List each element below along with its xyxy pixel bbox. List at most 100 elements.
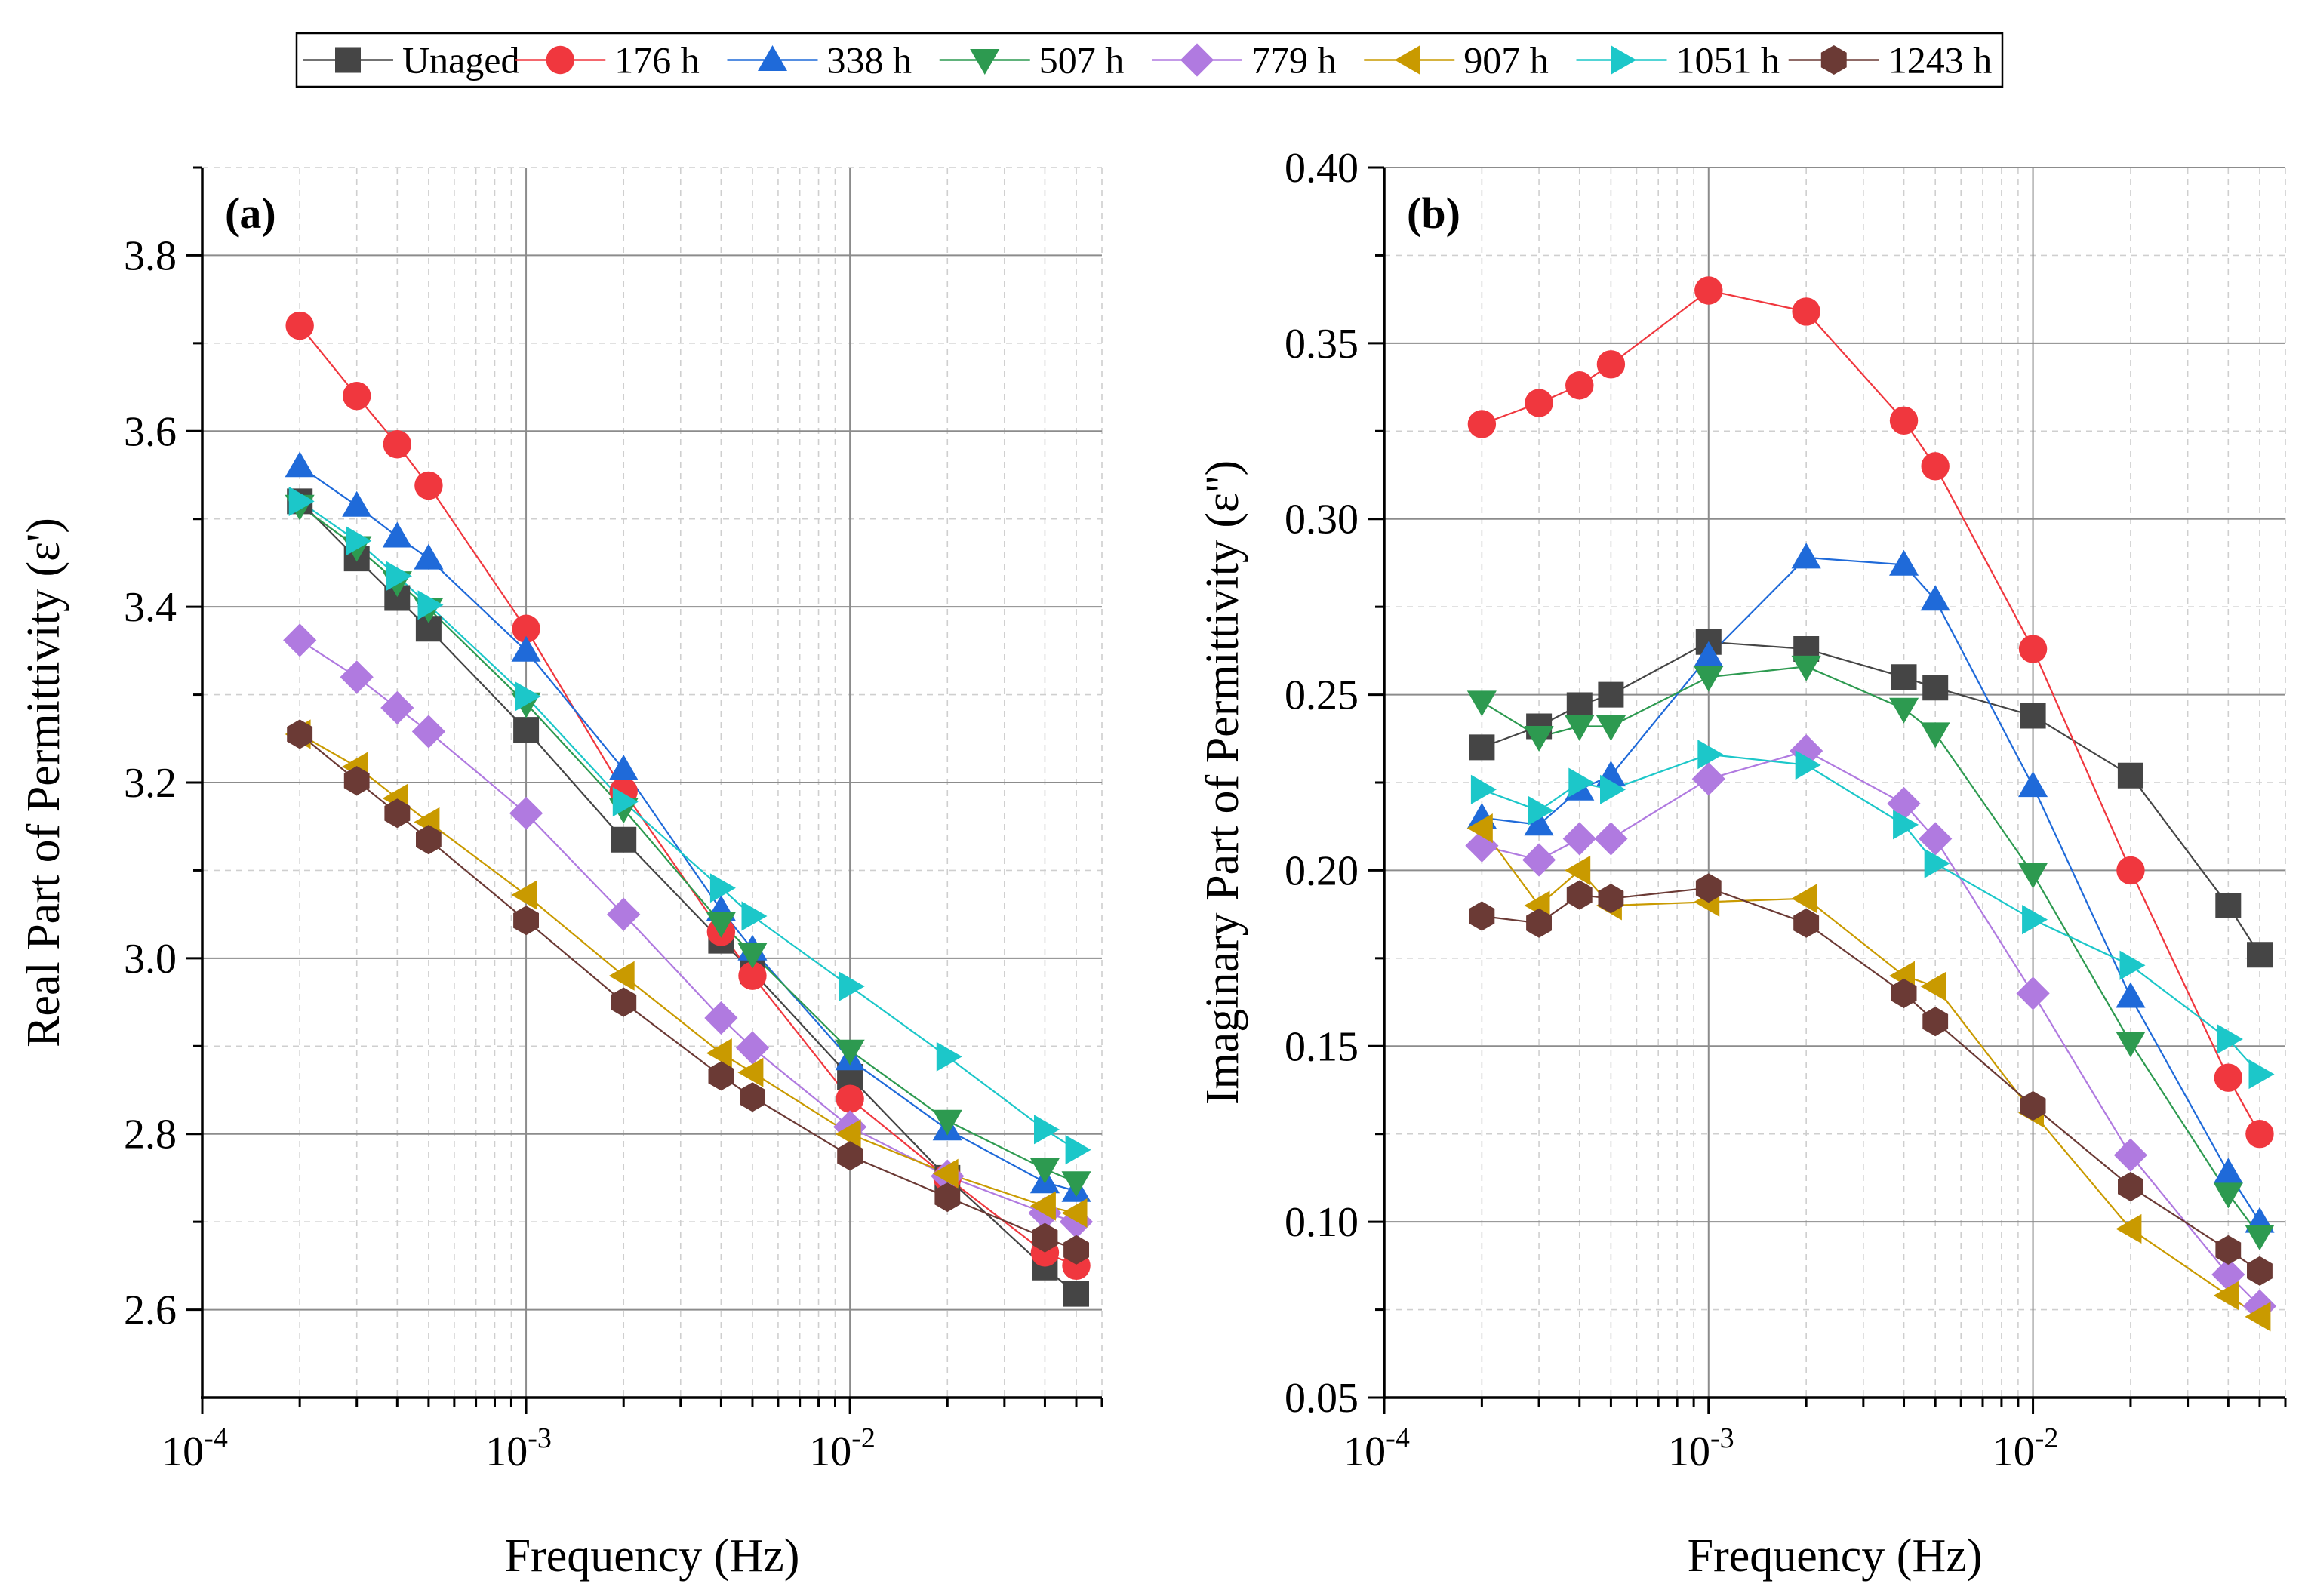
panel-b-data-point-779-h [2016, 976, 2050, 1010]
panel-b-series-line-507-h [1481, 666, 2260, 1237]
panel-b-x-tick-label-base: 10 [1993, 1428, 2035, 1475]
panel-a-data-point-779-h [509, 796, 543, 830]
panel-a-x-tick-label-base: 10 [809, 1428, 851, 1475]
panel-b-data-point-507-h [1524, 726, 1554, 752]
panel-b-data-point-507-h [1920, 722, 1950, 749]
panel-a-data-point-338-h [285, 451, 315, 478]
panel-a-data-point-507-h [1061, 1171, 1091, 1198]
panel-a-data-point-1243-h [416, 825, 442, 855]
panel-a-data-point-unaged [415, 616, 442, 642]
panel-b-data-point-176-h [1921, 452, 1950, 481]
panel-a-data-point-1243-h [934, 1182, 961, 1213]
panel-a-y-tick-label: 3.2 [124, 760, 177, 807]
panel-b-series-1243-h [1482, 887, 2260, 1272]
panel-a-data-point-unaged [611, 826, 637, 853]
panel-b-data-point-338-h [2018, 771, 2048, 798]
panel-b-data-point-507-h [1565, 715, 1595, 741]
panel-b-series-markers-1243-h [1469, 873, 2273, 1286]
panel-a-data-point-907-h [706, 1038, 732, 1069]
legend-label-779-h: 779 h [1251, 39, 1337, 81]
panel-b-series-907-h [1481, 827, 2260, 1318]
panel-b-data-point-1243-h [2247, 1256, 2273, 1286]
legend-marker-507-h [970, 49, 1000, 75]
legend-entry-1243-h: 1243 h [1788, 39, 1992, 81]
panel-b-y-tick-label: 0.40 [1285, 145, 1359, 192]
panel-b-x-tick-label: 10-4 [1343, 1422, 1410, 1475]
panel-b-y-tick-label: 0.10 [1285, 1199, 1359, 1246]
panel-a-data-point-1051-h [612, 787, 639, 817]
panel-b-data-point-338-h [1791, 543, 1821, 569]
panel-a-x-tick-label: 10-3 [485, 1422, 552, 1475]
panel-b-y-tick-label: 0.05 [1285, 1375, 1359, 1422]
panel-b-x-tick-label-exponent: -4 [1386, 1422, 1410, 1454]
panel-a-data-point-1051-h [709, 873, 736, 903]
legend-entry-779-h: 779 h [1152, 39, 1337, 81]
panel-b-data-point-1051-h [1568, 767, 1595, 798]
panel-b-series-markers-unaged [1469, 629, 2273, 968]
panel-b-data-point-507-h [2116, 1032, 2146, 1058]
panel-b-data-point-176-h [2245, 1120, 2274, 1149]
panel-a-y-tick-label: 3.0 [124, 936, 177, 983]
panel-a-data-point-1051-h [936, 1041, 962, 1072]
panel-b-data-point-unaged [1922, 675, 1949, 701]
panel-b-data-point-1051-h [1795, 750, 1821, 780]
panel-a-data-point-507-h [835, 1039, 865, 1066]
panel-a-x-tick-label-base: 10 [162, 1428, 204, 1475]
legend: Unaged 176 h 338 h 507 h 779 h 907 h 1051 h 124… [295, 32, 2004, 88]
panel-b-data-point-507-h [2213, 1182, 2243, 1209]
panel-b-data-point-907-h [2213, 1281, 2239, 1311]
panel-b-data-point-1051-h [1528, 795, 1554, 826]
panel-b-data-point-unaged [2117, 762, 2143, 789]
legend-marker-779-h [1180, 43, 1214, 77]
panel-a-data-point-1051-h [386, 561, 412, 591]
panel-b-data-point-1243-h [1922, 1007, 1949, 1037]
panel-b-data-point-779-h [1522, 843, 1556, 877]
panel-b-series-line-338-h [1482, 556, 2260, 1222]
panel-a-data-point-907-h [932, 1158, 959, 1189]
panel-b-data-point-1243-h [2215, 1235, 2242, 1265]
panel-b-data-point-1243-h [1695, 873, 1722, 903]
panel-a-data-point-1051-h [839, 971, 865, 1001]
panel-b-series-group [1465, 276, 2277, 1332]
panel-b-data-point-1051-h [2022, 905, 2048, 935]
panel-b-data-point-unaged [1891, 664, 1917, 690]
panel-a-data-point-507-h [706, 912, 736, 938]
panel-a-data-point-1243-h [837, 1141, 863, 1171]
panel-a-data-point-907-h [1029, 1191, 1056, 1221]
panel-a-y-tick-label: 3.6 [124, 408, 177, 455]
legend-entry-338-h: 338 h [727, 39, 912, 81]
panel-a-data-point-507-h [1029, 1158, 1060, 1184]
panel-a-series-markers-338-h [285, 451, 1091, 1202]
panel-b-x-tick-label: 10-3 [1668, 1422, 1734, 1475]
panel-a-real-permittivity-chart: 10-4 10-3 10-22.62.83.03.23.43.63.8Frequen… [18, 166, 1103, 1582]
panel-a-data-point-779-h [283, 623, 317, 657]
panel-b-data-point-176-h [1565, 371, 1594, 400]
panel-b-data-point-907-h [2116, 1213, 2142, 1244]
panel-b-data-point-779-h [1919, 822, 1953, 856]
panel-b-y-tick-label: 0.20 [1285, 847, 1359, 894]
panel-b-series-338-h [1482, 556, 2260, 1222]
panel-a-data-point-779-h [735, 1031, 770, 1065]
panel-b-data-point-338-h [1524, 810, 1554, 836]
panel-b-data-point-507-h [1694, 666, 1724, 692]
panel-a-gridlines [202, 167, 1103, 1398]
panel-a-data-point-1051-h [741, 901, 768, 931]
panel-b-data-point-507-h [2245, 1225, 2275, 1251]
panel-b-data-point-907-h [1466, 813, 1493, 844]
panel-b-data-point-176-h [1525, 389, 1553, 417]
panel-a-data-point-1051-h [417, 590, 444, 620]
legend-entry-507-h: 507 h [939, 39, 1125, 81]
panel-a-data-point-338-h [342, 490, 372, 517]
legend-entry-1051-h: 1051 h [1576, 39, 1780, 81]
panel-b-data-point-907-h [1920, 971, 1946, 1001]
panel-a-data-point-779-h [380, 690, 414, 725]
panel-a-x-tick-label-exponent: -2 [851, 1422, 876, 1454]
panel-a-y-axis-title: Real Part of Permittivity (ε') [18, 518, 69, 1047]
panel-a-data-point-907-h [737, 1057, 764, 1087]
panel-a-data-point-1243-h [708, 1061, 734, 1091]
legend-label-507-h: 507 h [1039, 39, 1125, 81]
panel-b-data-point-176-h [1694, 276, 1723, 305]
panel-a-data-point-779-h [704, 1001, 738, 1035]
legend-label-1051-h: 1051 h [1676, 39, 1780, 81]
